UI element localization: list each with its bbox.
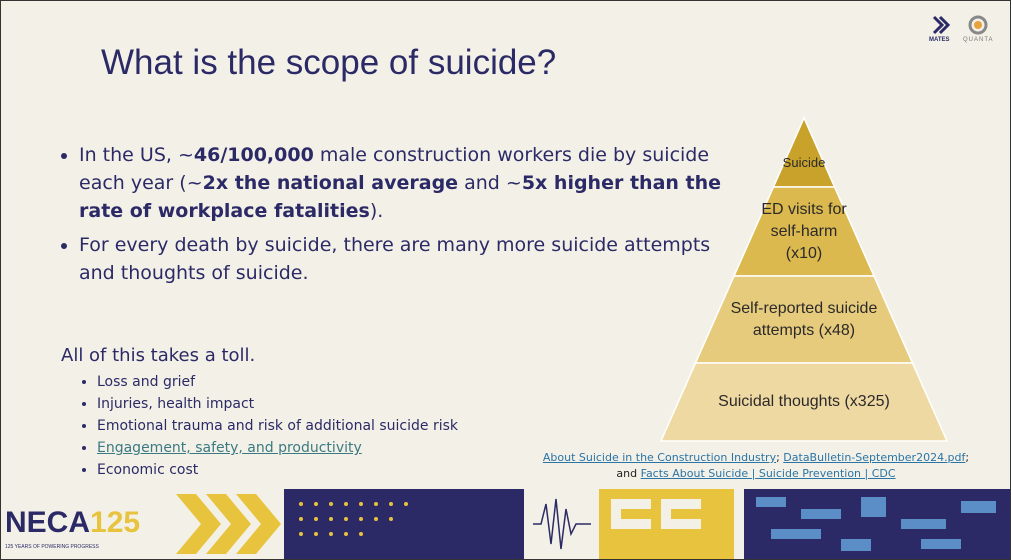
neca-logo: NECA125: [5, 506, 140, 540]
toll-heading: All of this takes a toll.: [61, 345, 255, 366]
toll-item-text: Economic cost: [97, 462, 198, 478]
bullet-text: and ~: [458, 172, 522, 194]
toll-list: Loss and grief Injuries, health impact Emo…: [79, 371, 577, 481]
neca-text: NECA: [5, 506, 90, 539]
source-link[interactable]: Facts About Suicide | Suicide Prevention…: [641, 467, 896, 480]
slide: What is the scope of suicide? In the US,…: [0, 0, 1011, 560]
toll-item-text: Emotional trauma and risk of additional …: [97, 418, 458, 434]
quanta-logo: QUANTA: [963, 37, 994, 43]
toll-item: Economic cost: [97, 459, 577, 481]
source-text: ;: [965, 451, 969, 464]
neca-tagline: 125 YEARS OF POWERING PROGRESS: [5, 544, 99, 550]
sources: About Suicide in the Construction Indust…: [506, 450, 1006, 482]
pyramid-label: Self-reported suicide attempts (x48): [725, 298, 883, 342]
toll-item: Loss and grief: [97, 371, 577, 393]
mates-logo: MATES: [929, 37, 950, 43]
pyramid-label: Suicide: [769, 152, 839, 174]
toll-item: Emotional trauma and risk of additional …: [97, 415, 577, 437]
source-link[interactable]: DataBulletin-September2024.pdf: [783, 451, 965, 464]
bullet-text: In the US, ~: [79, 144, 194, 166]
pyramid-label: ED visits for self-harm (x10): [754, 199, 854, 265]
toll-item-text[interactable]: Engagement, safety, and productivity: [97, 440, 362, 456]
bullet: For every death by suicide, there are ma…: [79, 231, 739, 287]
toll-item-text: Loss and grief: [97, 374, 195, 390]
toll-item-text: Injuries, health impact: [97, 396, 254, 412]
bullet-text: 46/100,000: [194, 144, 314, 166]
pyramid-label: Suicidal thoughts (x325): [688, 391, 919, 413]
main-bullets: In the US, ~46/100,000 male construction…: [61, 141, 739, 293]
bullet-text: ).: [370, 200, 383, 222]
toll-item: Engagement, safety, and productivity: [97, 437, 577, 459]
source-link[interactable]: About Suicide in the Construction Indust…: [543, 451, 776, 464]
slide-title: What is the scope of suicide?: [101, 43, 556, 83]
neca-number: 125: [90, 506, 140, 539]
source-text: and: [616, 467, 640, 480]
banner: [1, 489, 1010, 559]
toll-item: Injuries, health impact: [97, 393, 577, 415]
bullet: In the US, ~46/100,000 male construction…: [79, 141, 739, 225]
bullet-text: 2x the national average: [203, 172, 458, 194]
bullet-text: For every death by suicide, there are ma…: [79, 234, 710, 284]
